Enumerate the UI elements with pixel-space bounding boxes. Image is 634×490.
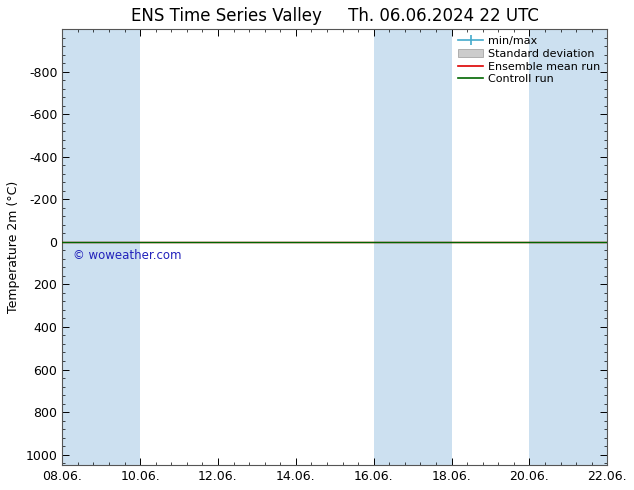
Legend: min/max, Standard deviation, Ensemble mean run, Controll run: min/max, Standard deviation, Ensemble me… <box>454 31 605 89</box>
Bar <box>373 29 451 465</box>
Title: ENS Time Series Valley     Th. 06.06.2024 22 UTC: ENS Time Series Valley Th. 06.06.2024 22… <box>131 7 539 25</box>
Text: © woweather.com: © woweather.com <box>73 249 181 263</box>
Bar <box>62 29 140 465</box>
Y-axis label: Temperature 2m (°C): Temperature 2m (°C) <box>7 181 20 314</box>
Bar <box>529 29 607 465</box>
